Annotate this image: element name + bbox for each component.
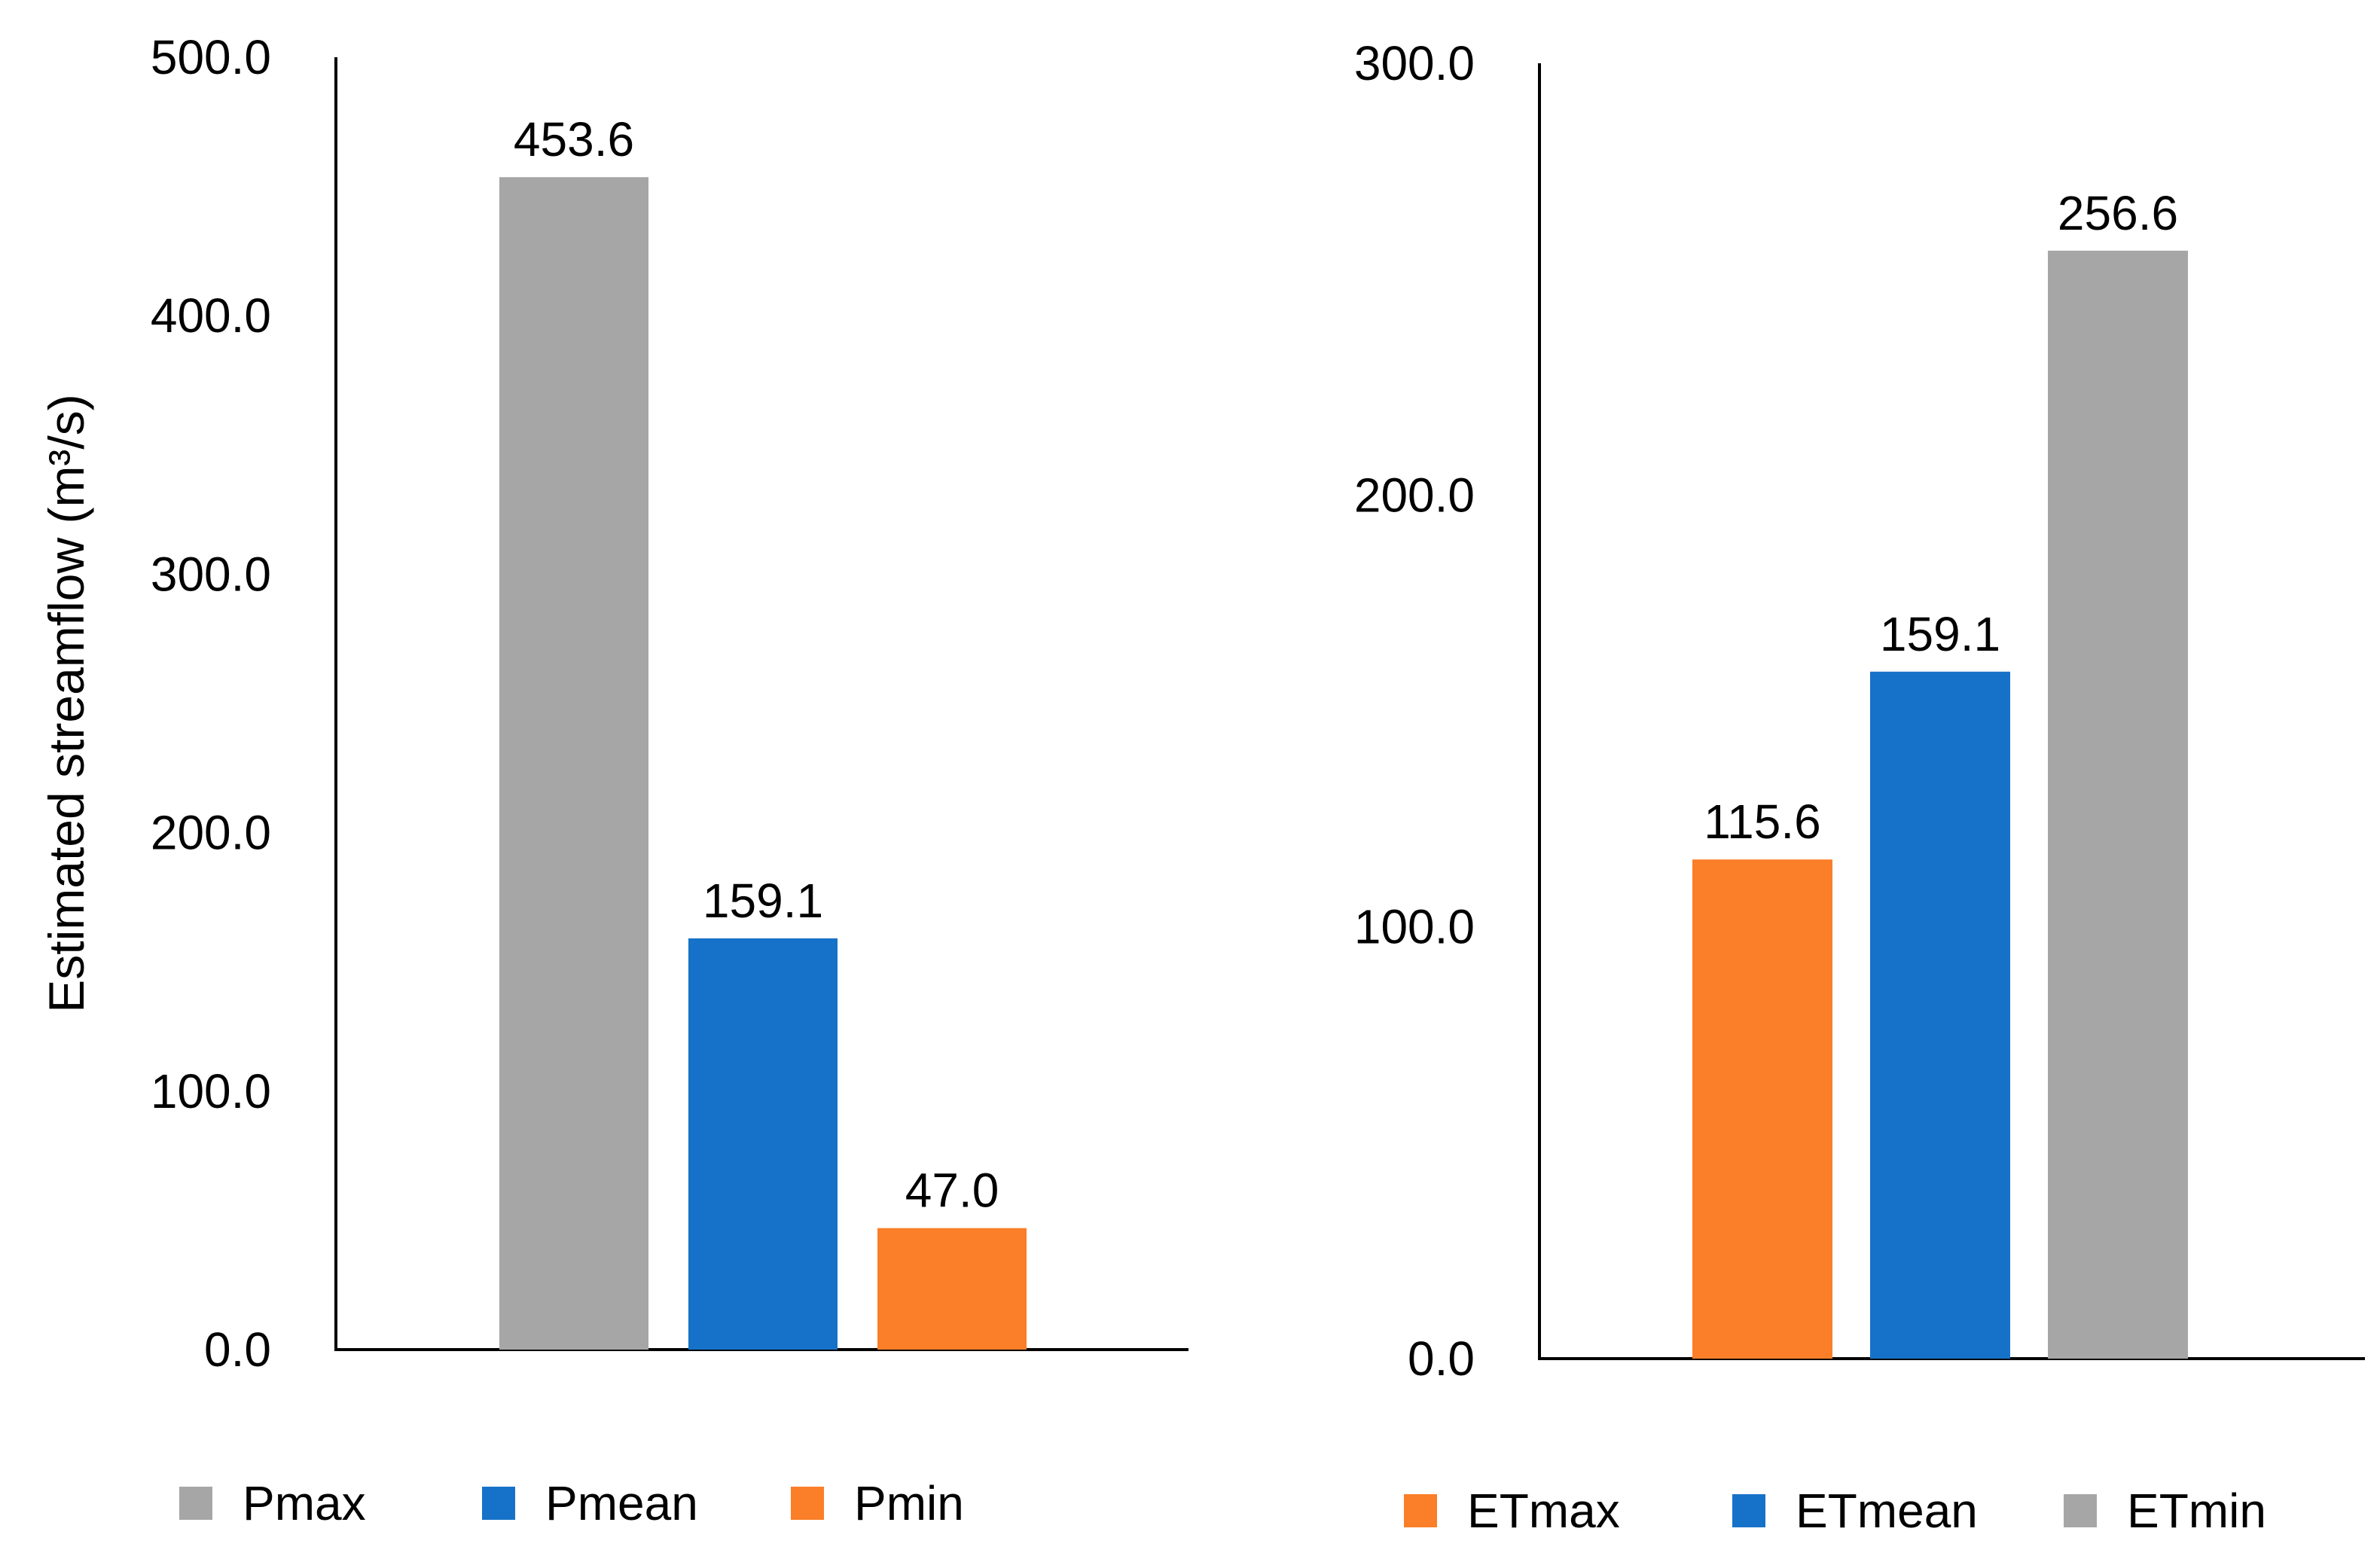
right-legend-label-etmin: ETmin <box>2127 1484 2266 1538</box>
left-y-tick-label: 300.0 <box>151 547 271 601</box>
right-legend-swatch-etmax <box>1404 1494 1437 1527</box>
left-legend-label-pmean: Pmean <box>545 1476 698 1530</box>
left-legend-label-pmin: Pmin <box>854 1476 964 1530</box>
right-legend-swatch-etmean <box>1732 1494 1765 1527</box>
right-bar-etmean <box>1870 671 2010 1359</box>
right-bar-etmax <box>1692 859 1832 1359</box>
left-y-axis-title: Estimated streamflow (m³/s) <box>38 394 94 1012</box>
left-legend-swatch-pmin <box>791 1487 824 1520</box>
right-value-label-etmax: 115.6 <box>1704 795 1820 849</box>
left-bar-chart: 0.0 100.0 200.0 300.0 400.0 500.0 Estimated st… <box>38 30 1188 1530</box>
right-y-tick-label: 100.0 <box>1354 900 1475 954</box>
left-y-tick-label: 400.0 <box>151 288 271 343</box>
right-y-tick-label: 200.0 <box>1354 468 1475 522</box>
left-y-tick-label: 500.0 <box>151 30 271 84</box>
left-legend-label-pmax: Pmax <box>243 1476 366 1530</box>
left-bar-pmean <box>688 938 838 1350</box>
left-bar-pmin <box>877 1228 1027 1350</box>
right-bar-etmin <box>2048 250 2188 1359</box>
left-y-tick-label: 0.0 <box>204 1322 271 1377</box>
left-bar-pmax <box>499 177 648 1350</box>
right-legend-label-etmax: ETmax <box>1467 1484 1620 1538</box>
right-legend-label-etmean: ETmean <box>1796 1484 1978 1538</box>
right-value-label-etmin: 256.6 <box>2058 186 2178 240</box>
right-bar-chart: 0.0 100.0 200.0 300.0 115.6 159.1 256.6 ETmax ET… <box>1354 36 2365 1538</box>
left-value-label-pmax: 453.6 <box>514 112 634 166</box>
right-y-tick-label: 300.0 <box>1354 36 1475 90</box>
right-y-tick-label: 0.0 <box>1408 1332 1475 1386</box>
right-value-label-etmean: 159.1 <box>1880 607 2000 661</box>
left-y-tick-label: 100.0 <box>151 1064 271 1118</box>
left-value-label-pmean: 159.1 <box>703 874 823 928</box>
left-legend-swatch-pmax <box>179 1487 212 1520</box>
left-y-tick-label: 200.0 <box>151 806 271 860</box>
left-value-label-pmin: 47.0 <box>905 1164 999 1218</box>
right-legend-swatch-etmin <box>2064 1494 2097 1527</box>
left-legend-swatch-pmean <box>482 1487 515 1520</box>
